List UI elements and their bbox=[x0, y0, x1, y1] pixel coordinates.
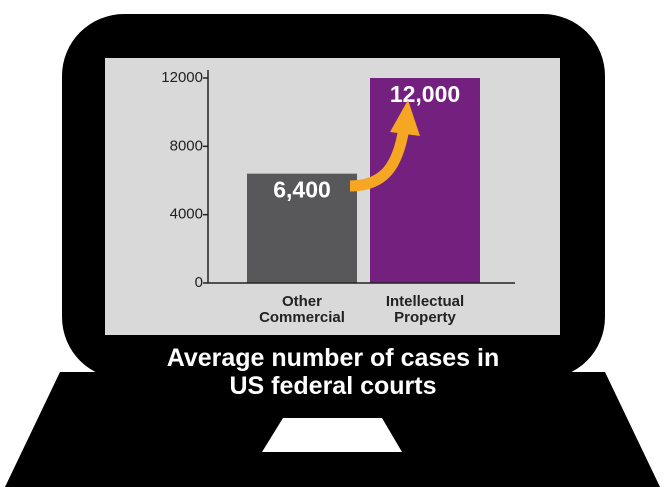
y-tick-label: 8000 bbox=[170, 137, 203, 154]
arrow bbox=[349, 127, 410, 192]
value-label: 12,000 bbox=[390, 81, 460, 107]
plot: 6,400 12,000 bbox=[247, 78, 480, 283]
x-tick-label: Intellectual Property bbox=[385, 293, 465, 326]
y-tick-label: 12000 bbox=[161, 69, 203, 86]
touchpad bbox=[262, 418, 402, 452]
y-tick-label: 4000 bbox=[170, 206, 203, 223]
x-tick-label: Other Commercial bbox=[259, 293, 345, 326]
bar bbox=[370, 78, 480, 283]
arrow-head bbox=[390, 100, 420, 136]
y-tick-label: 0 bbox=[195, 274, 203, 291]
chart-title: Average number of cases in US federal co… bbox=[166, 344, 500, 400]
value-label: 6,400 bbox=[273, 177, 331, 203]
bar bbox=[247, 173, 357, 283]
